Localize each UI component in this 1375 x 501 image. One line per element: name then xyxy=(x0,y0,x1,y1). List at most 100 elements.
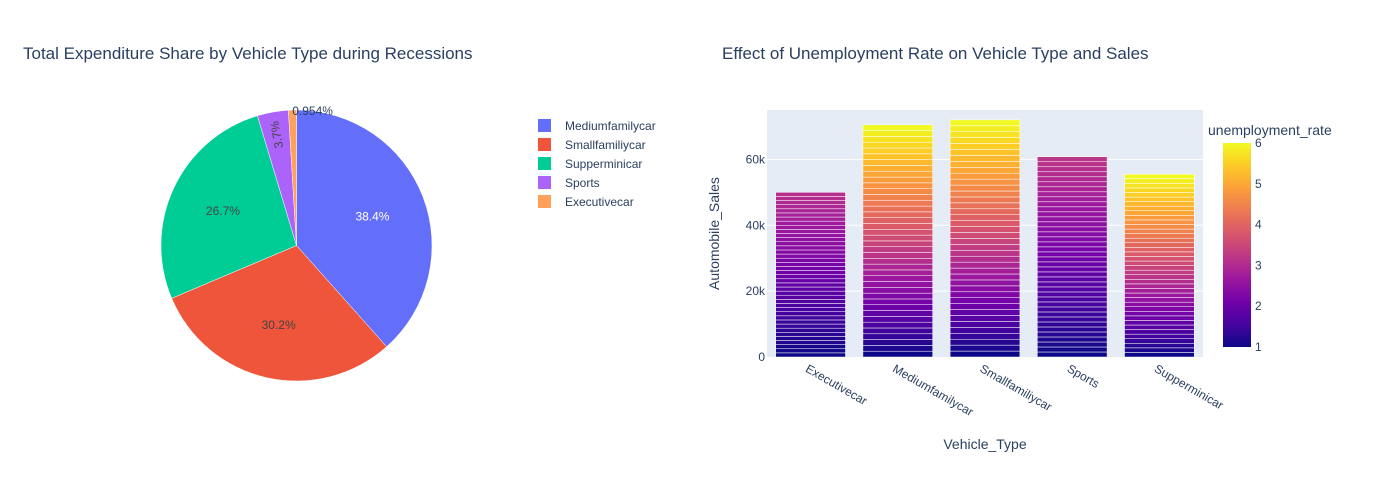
bar-segment[interactable] xyxy=(862,159,933,166)
bar-segment[interactable] xyxy=(862,153,933,160)
bar-segment[interactable] xyxy=(949,338,1021,346)
bar-segment[interactable] xyxy=(1124,210,1195,216)
bar-segment[interactable] xyxy=(949,321,1021,328)
legend-item[interactable]: Sports xyxy=(538,173,656,192)
bar-segment[interactable] xyxy=(1124,283,1195,289)
bar-segment[interactable] xyxy=(775,286,846,292)
bar-segment[interactable] xyxy=(949,184,1021,192)
bar-segment[interactable] xyxy=(1124,233,1195,239)
bar-segment[interactable] xyxy=(949,238,1021,245)
bar-segment[interactable] xyxy=(862,147,933,155)
bar-segment[interactable] xyxy=(775,270,846,275)
bar-segment[interactable] xyxy=(1124,347,1195,353)
bar-segment[interactable] xyxy=(949,161,1021,168)
bar-segment[interactable] xyxy=(1037,201,1108,208)
bar-segment[interactable] xyxy=(862,223,933,230)
bar-segment[interactable] xyxy=(1037,271,1108,278)
bar-segment[interactable] xyxy=(1124,279,1195,285)
bar-segment[interactable] xyxy=(949,149,1021,156)
bar-segment[interactable] xyxy=(862,211,933,218)
bar-segment[interactable] xyxy=(949,226,1021,233)
bar-segment[interactable] xyxy=(775,253,846,259)
bar-segment[interactable] xyxy=(1124,237,1195,244)
bar-segment[interactable] xyxy=(1037,166,1108,173)
bar-segment[interactable] xyxy=(1124,219,1195,225)
bar-segment[interactable] xyxy=(1037,311,1108,318)
bar-segment[interactable] xyxy=(949,208,1021,215)
bar-segment[interactable] xyxy=(949,167,1021,174)
bar-segment[interactable] xyxy=(862,165,933,172)
bar-segment[interactable] xyxy=(862,240,933,247)
bar-segment[interactable] xyxy=(1037,241,1108,248)
bar-segment[interactable] xyxy=(1124,173,1195,180)
bar-segment[interactable] xyxy=(1037,156,1108,163)
bar-segment[interactable] xyxy=(862,350,933,358)
bar-segment[interactable] xyxy=(1124,338,1195,344)
legend-item[interactable]: Mediumfamilycar xyxy=(538,116,656,135)
bar-segment[interactable] xyxy=(949,250,1021,257)
bar-segment[interactable] xyxy=(1037,176,1108,183)
bar-segment[interactable] xyxy=(1037,171,1108,178)
bar-segment[interactable] xyxy=(949,350,1021,358)
bar-segment[interactable] xyxy=(949,214,1021,221)
bar-segment[interactable] xyxy=(1037,301,1108,308)
bar-segment[interactable] xyxy=(1124,315,1195,321)
bar-segment[interactable] xyxy=(949,333,1021,340)
bar-segment[interactable] xyxy=(1124,187,1195,193)
bar-segment[interactable] xyxy=(1037,231,1108,238)
bar-segment[interactable] xyxy=(1037,221,1108,228)
bar-segment[interactable] xyxy=(1124,192,1195,198)
bar-segment[interactable] xyxy=(949,273,1021,281)
bar-segment[interactable] xyxy=(862,333,933,340)
bar-segment[interactable] xyxy=(1037,351,1108,358)
bar-mediumfamilycar[interactable] xyxy=(862,124,933,358)
bar-segment[interactable] xyxy=(775,262,846,267)
bar-segment[interactable] xyxy=(1124,333,1195,339)
bar-segment[interactable] xyxy=(1124,205,1195,212)
bar-segment[interactable] xyxy=(775,290,846,296)
bar-segment[interactable] xyxy=(862,176,933,184)
bar-segment[interactable] xyxy=(862,194,933,201)
bar-segment[interactable] xyxy=(775,311,846,317)
bar-segment[interactable] xyxy=(1124,301,1195,307)
bar-segment[interactable] xyxy=(775,336,846,341)
bar-segment[interactable] xyxy=(1037,261,1108,268)
bar-segment[interactable] xyxy=(775,315,846,321)
bar-segment[interactable] xyxy=(1037,306,1108,313)
bar-segment[interactable] xyxy=(775,229,846,234)
bar-segment[interactable] xyxy=(1037,291,1108,298)
bar-segment[interactable] xyxy=(775,352,846,358)
bar-segment[interactable] xyxy=(1037,251,1108,258)
bar-segment[interactable] xyxy=(1037,226,1108,233)
bar-segment[interactable] xyxy=(1037,236,1108,243)
bar-segment[interactable] xyxy=(949,309,1021,316)
bar-segment[interactable] xyxy=(1037,331,1108,338)
bar-segment[interactable] xyxy=(949,131,1021,138)
bar-segment[interactable] xyxy=(862,130,933,137)
bar-segment[interactable] xyxy=(775,249,846,255)
bar-segment[interactable] xyxy=(1124,242,1195,248)
bar-segment[interactable] xyxy=(862,316,933,323)
bar-segment[interactable] xyxy=(1124,251,1195,257)
bar-segment[interactable] xyxy=(862,182,933,189)
bar-segment[interactable] xyxy=(775,220,846,226)
bar-segment[interactable] xyxy=(1124,352,1195,358)
bar-segment[interactable] xyxy=(1037,296,1108,303)
bar-segment[interactable] xyxy=(862,217,933,224)
bar-segment[interactable] xyxy=(1037,281,1108,288)
bar-segment[interactable] xyxy=(1037,191,1108,198)
bar-segment[interactable] xyxy=(949,143,1021,150)
bar-segment[interactable] xyxy=(1124,247,1195,253)
pie-slice-smallfamiliycar[interactable] xyxy=(171,245,387,382)
bar-segment[interactable] xyxy=(949,315,1021,322)
bar-segment[interactable] xyxy=(862,124,933,131)
bar-segment[interactable] xyxy=(1037,196,1108,203)
bar-segment[interactable] xyxy=(1037,326,1108,333)
bar-segment[interactable] xyxy=(1124,256,1195,262)
bar-segment[interactable] xyxy=(775,245,846,251)
bar-segment[interactable] xyxy=(949,190,1021,198)
bar-segment[interactable] xyxy=(775,266,846,271)
bar-segment[interactable] xyxy=(1124,215,1195,221)
bar-segment[interactable] xyxy=(862,321,933,329)
bar-segment[interactable] xyxy=(949,119,1021,127)
